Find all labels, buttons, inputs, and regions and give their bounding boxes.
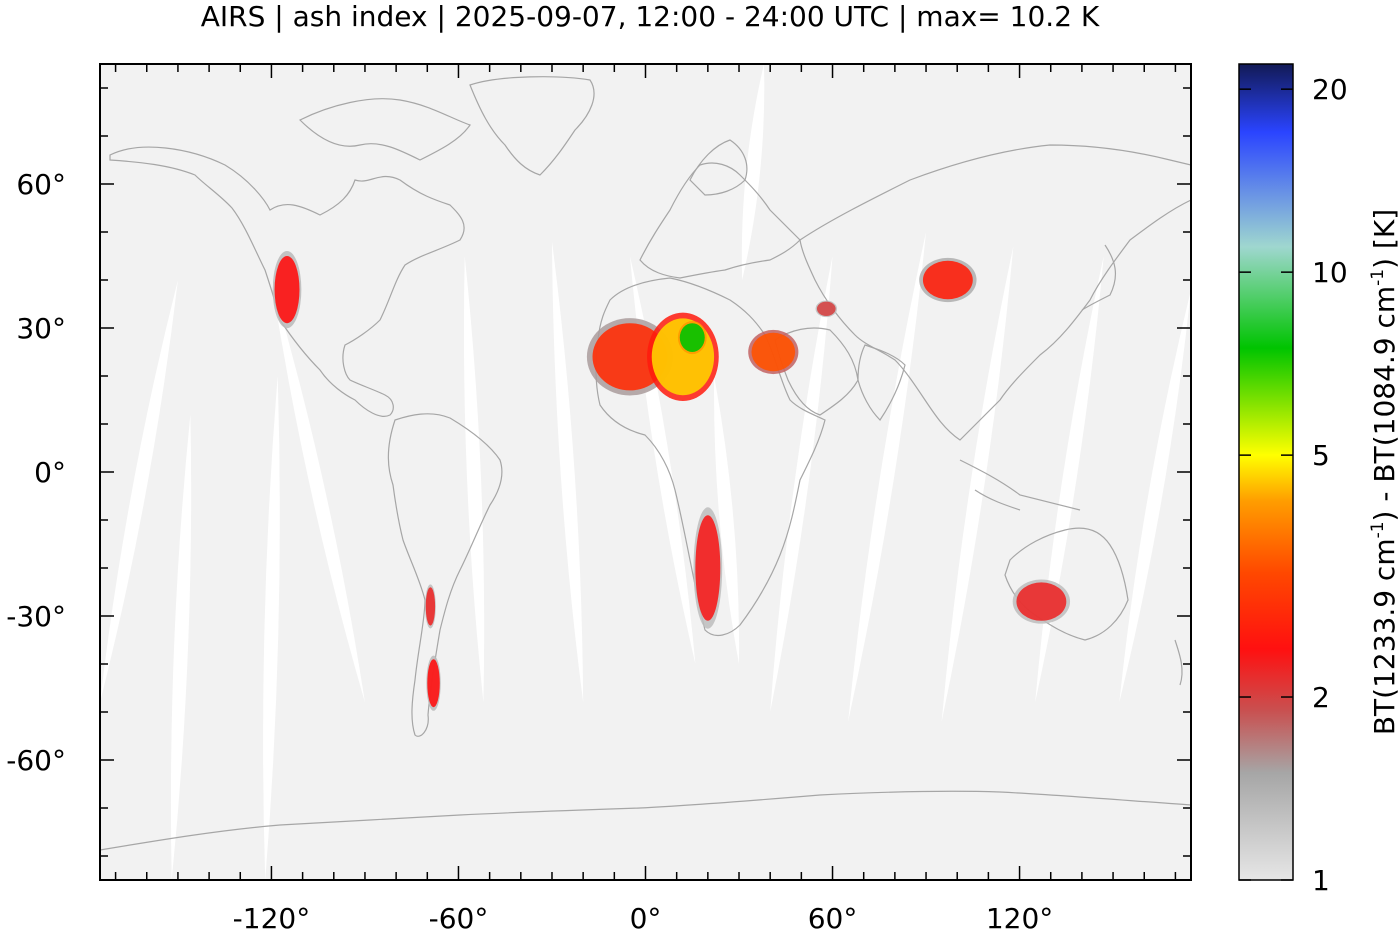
lon-tick-label: 60° (808, 902, 858, 930)
lon-tick-label: -60° (429, 902, 489, 930)
coast-africa (595, 277, 826, 637)
colorbar-label-part1: BT(1233.9 cm (1368, 538, 1400, 735)
coast-canada-arctic (298, 98, 471, 161)
colorbar-tick-label: 1 (1312, 864, 1330, 897)
map-panel (100, 64, 1191, 880)
swath-coverage (100, 64, 1191, 880)
swath-gap-2 (551, 241, 584, 703)
swath-gap-4 (713, 376, 740, 664)
swath-gap-13 (263, 376, 280, 880)
ash-patch-8 (425, 587, 436, 626)
swath-gap-12 (271, 280, 365, 703)
colorbar-bar (1238, 63, 1294, 881)
colorbar-tick-label: 20 (1312, 73, 1348, 106)
ash-patch-2 (679, 323, 705, 352)
swath-gap-11 (170, 414, 192, 880)
ash-patch-6 (695, 515, 721, 621)
coast-antarctica (100, 790, 1191, 851)
colorbar-label-sup1: -1 (1368, 521, 1388, 538)
coastlines (100, 76, 1191, 851)
colorbar-label-sup2: -1 (1368, 269, 1388, 286)
colorbar-label-part2: ) - BT(1084.9 cm (1368, 286, 1400, 522)
colorbar-tick-label: 10 (1312, 256, 1348, 289)
coast-greenland (469, 76, 595, 176)
lon-tick-label: 0° (630, 902, 662, 930)
longitude-tick-labels: -120° -60° 0° 60° 120° (233, 902, 1054, 930)
lat-tick-label: 60° (16, 168, 66, 201)
lat-tick-label: 0° (34, 456, 66, 489)
swath-gap-7 (941, 246, 1014, 722)
latitude-tick-labels: 60° 30° 0° -30° -60° (6, 168, 66, 777)
coast-europe (639, 162, 801, 279)
colorbar-ticks: 1 2 5 10 20 (1239, 73, 1348, 897)
coast-india (857, 344, 906, 421)
swath-gap-9 (1119, 289, 1191, 703)
swath-gap-10 (100, 280, 178, 703)
ash-patch-3 (751, 332, 796, 372)
colorbar-tick-label: 2 (1312, 681, 1330, 714)
coast-asia (799, 144, 1191, 441)
colorbar-label: BT(1233.9 cm-1) - BT(1084.9 cm-1) [K] (1368, 209, 1400, 735)
coast-indonesia (959, 459, 1081, 511)
lat-tick-label: -60° (6, 744, 66, 777)
ash-patch-7 (274, 256, 300, 324)
map-ticks (100, 64, 1191, 880)
ash-patch-4 (922, 260, 973, 300)
coast-new-zealand (1174, 639, 1183, 686)
swath-gap-5 (770, 256, 833, 712)
swath-gap-6 (848, 232, 927, 722)
colorbar-label-part3: ) [K] (1368, 209, 1400, 269)
swath-gaps (100, 64, 1191, 880)
coast-south-america (387, 413, 503, 737)
coast-japan (1081, 244, 1117, 311)
ash-patch-10 (1016, 582, 1067, 621)
lon-tick-label: -120° (233, 902, 311, 930)
swath-gap-0 (741, 64, 765, 280)
ash-patch-9 (427, 659, 440, 708)
lat-tick-label: 30° (16, 312, 66, 345)
swath-gap-1 (463, 256, 485, 703)
plot-title: AIRS | ash index | 2025-09-07, 12:00 - 2… (200, 0, 1100, 33)
ash-patch-0 (592, 323, 668, 391)
ash-patch-5 (816, 301, 836, 316)
ash-index-patches (272, 250, 1071, 711)
coast-arabia (774, 327, 859, 416)
coast-scandinavia (689, 139, 748, 196)
coast-north-america (109, 146, 465, 417)
lat-tick-label: -30° (6, 600, 66, 633)
colorbar-tick-label: 5 (1312, 439, 1330, 472)
lon-tick-label: 120° (986, 902, 1053, 930)
